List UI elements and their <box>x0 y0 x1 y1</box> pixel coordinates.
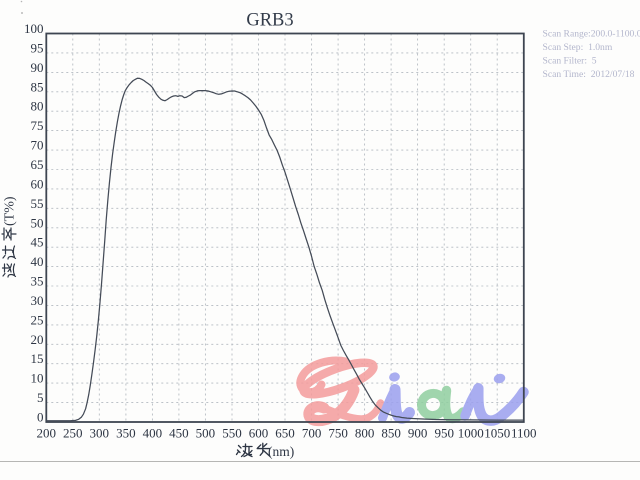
svg-text:GRB3: GRB3 <box>246 11 293 31</box>
svg-text:Scan Time: 2012/07/18 16:4: Scan Time: 2012/07/18 16:4 <box>543 69 640 80</box>
svg-text:1000: 1000 <box>458 426 484 441</box>
svg-text:45: 45 <box>31 235 44 250</box>
svg-text:350: 350 <box>116 426 136 441</box>
svg-text:Scan Step: 1.0nm: Scan Step: 1.0nm <box>543 42 613 53</box>
svg-text:Scan Filter: 5: Scan Filter: 5 <box>543 56 597 67</box>
svg-text:85: 85 <box>31 79 44 94</box>
svg-text:800: 800 <box>355 426 375 441</box>
svg-text:55: 55 <box>31 196 44 211</box>
svg-text:50: 50 <box>31 215 44 230</box>
svg-text:850: 850 <box>381 426 401 441</box>
svg-text:300: 300 <box>90 426 110 441</box>
svg-text:250: 250 <box>63 426 83 441</box>
svg-text:1100: 1100 <box>511 426 537 441</box>
svg-text:550: 550 <box>222 426 242 441</box>
svg-text:Scan Range:200.0-1100.0nm: Scan Range:200.0-1100.0nm <box>543 29 640 40</box>
svg-text:(T%): (T%) <box>3 196 18 226</box>
svg-text:90: 90 <box>31 60 44 75</box>
svg-text:35: 35 <box>31 274 44 289</box>
svg-text:65: 65 <box>31 157 44 172</box>
svg-text:500: 500 <box>196 426 216 441</box>
svg-text:100: 100 <box>24 21 44 36</box>
svg-text:0: 0 <box>37 410 44 425</box>
svg-text:450: 450 <box>169 426 189 441</box>
svg-text:5: 5 <box>37 390 44 405</box>
svg-text:60: 60 <box>31 176 44 191</box>
svg-text:30: 30 <box>31 293 44 308</box>
svg-text:70: 70 <box>31 138 44 153</box>
svg-text:650: 650 <box>275 426 295 441</box>
svg-text:40: 40 <box>31 254 44 269</box>
svg-text:15: 15 <box>31 351 44 366</box>
svg-text:600: 600 <box>249 426 269 441</box>
svg-text:25: 25 <box>31 312 44 327</box>
svg-text:200: 200 <box>37 426 57 441</box>
svg-text:(nm): (nm) <box>268 444 294 459</box>
svg-text:900: 900 <box>408 426 428 441</box>
svg-text:80: 80 <box>31 99 44 114</box>
svg-text:95: 95 <box>31 40 44 55</box>
svg-text:20: 20 <box>31 332 44 347</box>
svg-text:1050: 1050 <box>484 426 510 441</box>
svg-text:75: 75 <box>31 118 44 133</box>
svg-text:750: 750 <box>328 426 348 441</box>
svg-text:950: 950 <box>434 426 454 441</box>
svg-text:400: 400 <box>143 426 163 441</box>
svg-text:10: 10 <box>31 371 44 386</box>
svg-text:700: 700 <box>302 426 322 441</box>
